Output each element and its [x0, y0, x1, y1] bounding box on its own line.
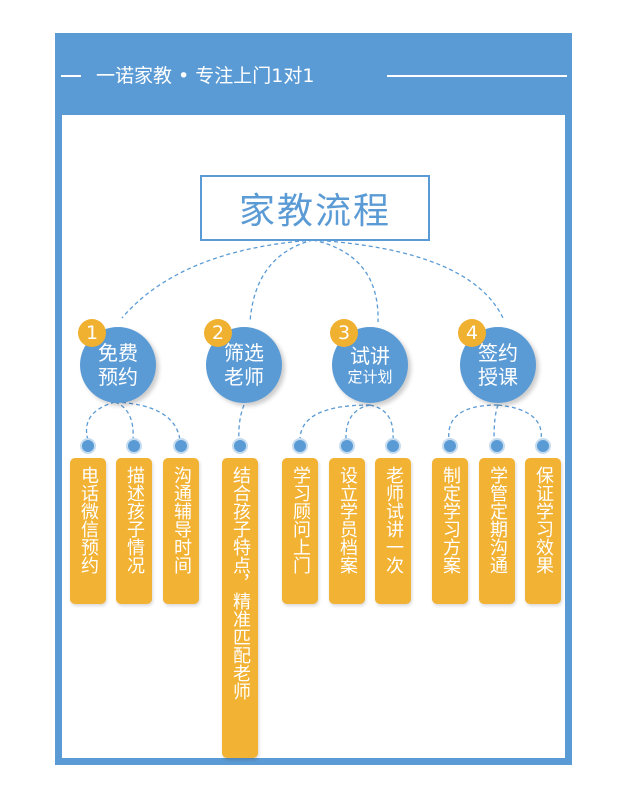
- connector-dot: [442, 438, 458, 454]
- step-number-badge: 2: [204, 319, 232, 347]
- step-title-title-line1: 筛选: [224, 341, 264, 365]
- connector-4c: [497, 404, 542, 441]
- connector-dot: [126, 438, 142, 454]
- connector-title-step3: [312, 239, 379, 323]
- step-title-title-line1: 试讲: [350, 344, 390, 368]
- connector-title-step4: [312, 239, 504, 319]
- connector-dot: [80, 438, 96, 454]
- step-item: 电话微信预约: [70, 458, 106, 604]
- step-item: 学习顾问上门: [282, 458, 318, 604]
- step-item: 学管定期沟通: [479, 458, 515, 604]
- connector-title-step1: [121, 239, 314, 319]
- step-item: 老师试讲一次: [375, 458, 411, 604]
- step-number-badge: 3: [330, 319, 358, 347]
- step-title-title-line1: 免费: [98, 341, 138, 365]
- connector-1b: [114, 401, 134, 441]
- connector-3c: [369, 404, 394, 441]
- step-number-badge: 1: [78, 319, 106, 347]
- step-title-title-line2: 预约: [98, 365, 138, 389]
- connector-dot: [173, 438, 189, 454]
- main-title: 家教流程: [200, 175, 430, 241]
- step-item: 沟通辅导时间: [163, 458, 199, 604]
- step-title-title-line2: 老师: [224, 365, 264, 389]
- connector-dot: [489, 438, 505, 454]
- connector-4b: [493, 404, 499, 441]
- connector-dot: [232, 438, 248, 454]
- header-rule-left: [61, 75, 81, 77]
- step-item: 保证学习效果: [525, 458, 561, 604]
- connector-dot: [292, 438, 308, 454]
- header-rule-right: [387, 75, 567, 77]
- step-circle: 签约 授课: [460, 327, 536, 403]
- connector-2a: [238, 404, 245, 441]
- connector-4a: [448, 404, 499, 441]
- connector-3b: [345, 404, 371, 441]
- step-number-badge: 4: [458, 319, 486, 347]
- step-item: 设立学员档案: [329, 458, 365, 604]
- connector-dot: [339, 438, 355, 454]
- header-title: 一诺家教 • 专注上门1对1: [96, 65, 315, 87]
- connector-1a: [86, 401, 116, 441]
- step-title-title-line1: 签约: [478, 341, 518, 365]
- connector-dot: [385, 438, 401, 454]
- connector-dot: [535, 438, 551, 454]
- step-title-title-line2: 定计划: [347, 368, 393, 386]
- connector-title-step2: [249, 239, 314, 323]
- header: 一诺家教 • 专注上门1对1: [55, 33, 572, 115]
- step-item: 结合孩子特点，精准匹配老师: [222, 458, 258, 758]
- step-title-title-line2: 授课: [478, 365, 518, 389]
- connector-1c: [114, 401, 181, 441]
- connector-3a: [299, 404, 371, 441]
- step-item: 制定学习方案: [432, 458, 468, 604]
- step-item: 描述孩子情况: [116, 458, 152, 604]
